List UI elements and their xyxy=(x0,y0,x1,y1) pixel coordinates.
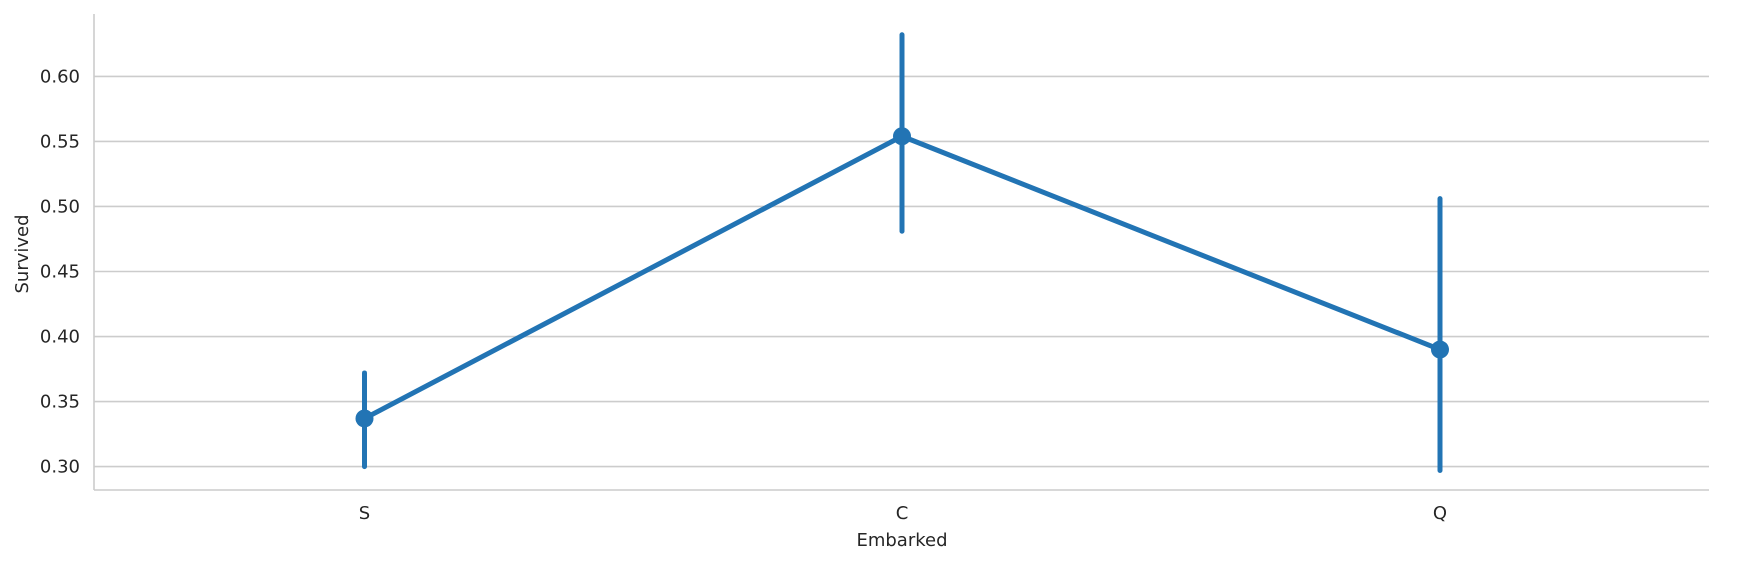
data-point xyxy=(1431,340,1449,359)
y-tick-label: 0.55 xyxy=(40,131,80,152)
y-tick-label: 0.30 xyxy=(40,457,80,478)
x-tick-label: S xyxy=(359,503,370,524)
data-points xyxy=(355,127,1449,428)
error-bars xyxy=(362,32,1443,473)
x-tick-label: Q xyxy=(1433,503,1447,524)
y-tick-label: 0.60 xyxy=(40,66,80,87)
axis-spines xyxy=(93,14,1709,491)
y-axis-label: Survived xyxy=(12,214,33,293)
data-point xyxy=(355,409,374,428)
y-tick-labels: 0.30 0.35 0.40 0.45 0.50 0.55 0.60 xyxy=(40,66,80,477)
y-tick-label: 0.40 xyxy=(40,327,80,348)
y-tick-label: 0.35 xyxy=(40,392,80,413)
y-tick-label: 0.50 xyxy=(40,196,80,217)
x-tick-label: C xyxy=(896,503,909,524)
y-tick-label: 0.45 xyxy=(40,262,80,283)
data-point xyxy=(893,127,911,146)
x-axis-label: Embarked xyxy=(856,530,947,551)
